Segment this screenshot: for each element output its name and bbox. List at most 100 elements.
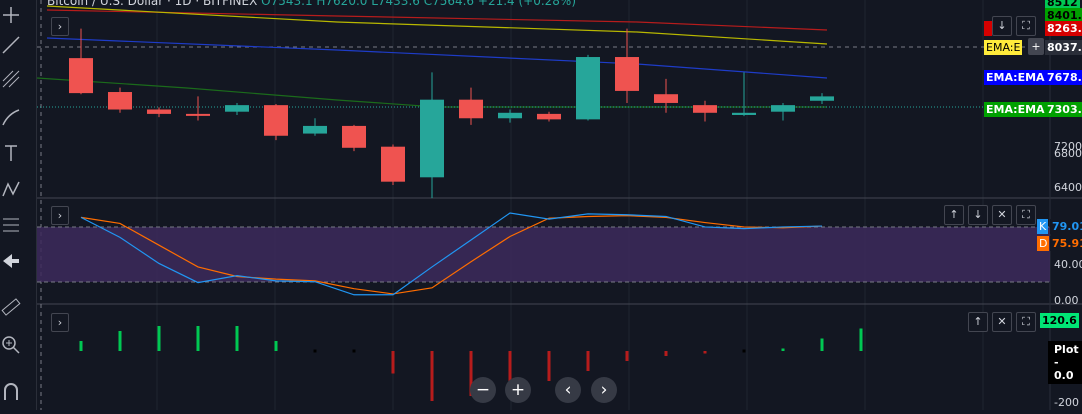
candle-body — [420, 99, 444, 178]
hist-bar — [118, 331, 122, 351]
price-axis-label: 6800. — [1054, 147, 1082, 160]
back-arrow-icon[interactable] — [0, 250, 22, 272]
candle-body — [654, 94, 678, 103]
stoch-d-tag: D — [1037, 236, 1050, 251]
hist-maximize-button[interactable]: ⛶ — [1016, 312, 1036, 332]
ohlc-values: O7543.1 H7620.0 L7433.6 C7564.6 +21.4 (+… — [261, 0, 577, 8]
hist-bar — [508, 351, 512, 389]
stoch-close-button[interactable]: ✕ — [992, 205, 1012, 225]
price-tag-red: 8263. — [1045, 21, 1082, 36]
candle-body — [732, 112, 756, 115]
candle-body — [342, 125, 366, 148]
ema-yellow-line — [46, 5, 828, 45]
ema-red-tag — [984, 21, 992, 36]
text-icon[interactable] — [0, 142, 22, 164]
candle-body — [498, 112, 522, 119]
histogram-group — [79, 326, 863, 401]
hist-close-button[interactable]: ✕ — [992, 312, 1012, 332]
hist-bar — [352, 349, 356, 353]
candle-body — [615, 57, 639, 91]
hist-axis-label: -200 — [1054, 396, 1079, 409]
scroll-right-button[interactable]: › — [591, 377, 617, 403]
expand-hist-legend-button[interactable]: › — [51, 313, 69, 332]
hist-bar — [391, 351, 395, 374]
hist-bar — [586, 351, 590, 371]
stoch-k-value: 79.01 — [1050, 219, 1082, 234]
hist-bar — [157, 326, 161, 351]
hist-bar — [469, 351, 473, 396]
hist-bar — [820, 338, 824, 351]
ema-blue-label: EMA:EMA — [984, 70, 1047, 85]
stoch-d-line — [80, 215, 823, 295]
stoch-up-button[interactable]: ↑ — [944, 205, 964, 225]
ema-blue-line — [46, 37, 828, 79]
candle-body — [693, 105, 717, 113]
stoch-d-value: 75.91 — [1050, 236, 1082, 251]
ema-green-label: EMA:EMA — [984, 102, 1047, 117]
plot-label: Plot - 0.0 — [1048, 341, 1082, 384]
hist-up-button[interactable]: ↑ — [968, 312, 988, 332]
zoom-out-button[interactable]: − — [470, 377, 496, 403]
hist-bar — [703, 351, 707, 354]
stoch-k-tag: K — [1037, 219, 1049, 234]
expand-legend-button[interactable]: › — [51, 17, 69, 36]
zoom-in-icon[interactable] — [0, 334, 22, 356]
candle-body — [108, 92, 132, 110]
pattern-icon[interactable] — [0, 178, 22, 200]
drawing-toolbar — [0, 0, 37, 410]
ruler-icon[interactable] — [0, 296, 22, 318]
hist-bar — [274, 341, 278, 351]
ema-yellow-label: EMA:E — [984, 40, 1023, 55]
hist-bar — [313, 349, 317, 353]
fib-icon[interactable] — [0, 214, 22, 236]
pitchfork-icon[interactable] — [0, 68, 22, 90]
hist-bar — [781, 348, 785, 351]
pane-down-button[interactable]: ↓ — [992, 16, 1012, 36]
cursor-icon[interactable] — [0, 4, 22, 26]
hist-bar — [79, 341, 83, 351]
brush-icon[interactable] — [0, 106, 22, 128]
candle-body — [576, 57, 600, 120]
stoch-maximize-button[interactable]: ⛶ — [1016, 205, 1036, 225]
candle-body — [537, 113, 561, 120]
price-tag-green: 7303. — [1045, 102, 1082, 117]
price-tag-yellow: 8037. — [1045, 40, 1082, 55]
candle-body — [459, 99, 483, 119]
stoch-k-line — [80, 212, 823, 296]
magnet-icon[interactable] — [0, 380, 22, 402]
candle-body — [264, 105, 288, 136]
candles-group — [69, 28, 834, 199]
exchange: BITFINEX — [202, 0, 258, 8]
hist-bar — [664, 351, 668, 356]
candle-body — [69, 58, 93, 94]
price-tag-top-green: 8512 — [1045, 0, 1080, 10]
add-button[interactable]: + — [1028, 38, 1044, 55]
ema-green-line — [36, 77, 827, 108]
chart-area[interactable]: Bitcoin / U.S. Dollar · 1D · BITFINEX O7… — [36, 0, 1082, 410]
candle-body — [225, 105, 249, 112]
candle-body — [303, 125, 327, 134]
hist-bar — [430, 351, 434, 401]
expand-stoch-legend-button[interactable]: › — [51, 206, 69, 225]
hist-bar — [547, 351, 551, 381]
pane-maximize-button[interactable]: ⛶ — [1016, 16, 1036, 36]
hist-bar — [235, 326, 239, 351]
hist-bar — [196, 326, 200, 351]
price-tag-blue: 7678. — [1045, 70, 1082, 85]
symbol-name[interactable]: Bitcoin / U.S. Dollar — [47, 0, 164, 8]
zoom-in-button[interactable]: + — [505, 377, 531, 403]
stoch-down-button[interactable]: ↓ — [968, 205, 988, 225]
hist-plot-tag: 120.6 — [1040, 313, 1079, 328]
candle-body — [810, 96, 834, 101]
candle-body — [147, 109, 171, 114]
price-tag-top: 8401. — [1045, 8, 1082, 23]
ema-red-line — [46, 9, 828, 31]
trendline-icon[interactable] — [0, 34, 22, 56]
chart-canvas[interactable] — [36, 0, 1082, 410]
scroll-left-button[interactable]: ‹ — [555, 377, 581, 403]
candle-body — [381, 146, 405, 182]
hist-bar — [859, 328, 863, 351]
stoch-axis-label: 0.00 — [1054, 294, 1079, 307]
interval[interactable]: 1D — [174, 0, 192, 8]
candle-body — [771, 105, 795, 112]
